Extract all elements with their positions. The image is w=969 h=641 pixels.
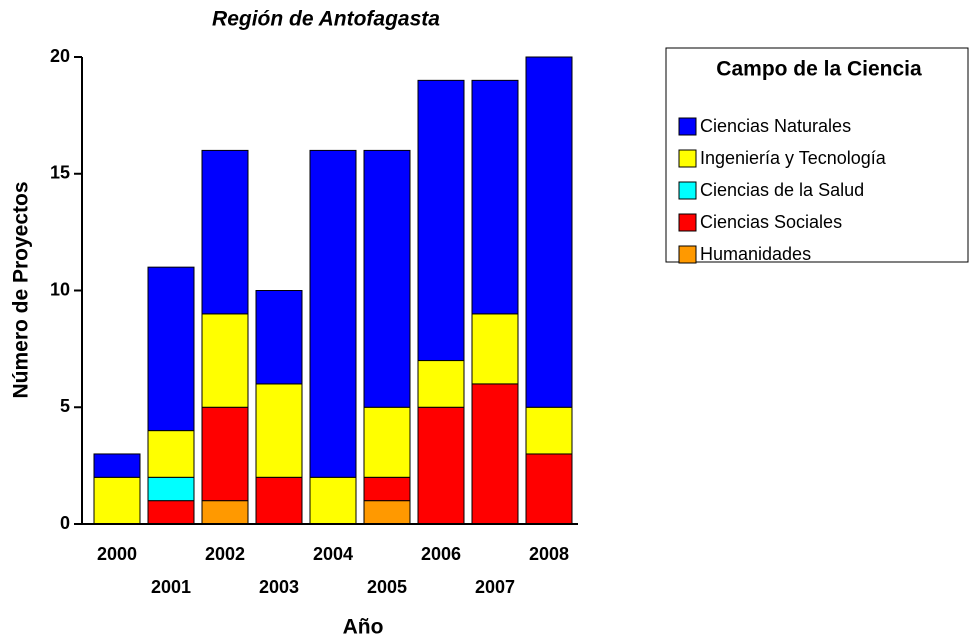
bar-segment (363, 149, 411, 408)
bar-segment (201, 313, 249, 408)
bar-segment (201, 406, 249, 502)
legend-label: Ingeniería y Tecnología (700, 148, 887, 168)
bar-segment (93, 476, 141, 525)
legend-swatch (678, 181, 697, 200)
x-tick-label: 2000 (97, 544, 137, 564)
bar-segment (417, 79, 465, 362)
y-tick-label: 10 (50, 279, 70, 299)
bar-segment (255, 383, 303, 478)
legend-swatch (678, 213, 697, 232)
x-axis-label: Año (343, 616, 384, 639)
chart-title: Región de Antofagasta (212, 8, 440, 31)
bar-segment (417, 360, 465, 408)
y-tick-label: 15 (50, 163, 70, 183)
bar-segment (309, 476, 357, 525)
y-axis-label: Número de Proyectos (10, 181, 33, 398)
legend-box (665, 47, 969, 263)
bar-segment (201, 149, 249, 315)
bar-segment (471, 79, 519, 315)
bar-segment (147, 476, 195, 502)
bar-segment (147, 266, 195, 432)
y-tick-label: 0 (60, 513, 70, 533)
legend-label: Ciencias Naturales (700, 116, 851, 136)
legend-label: Ciencias Sociales (700, 212, 842, 232)
x-tick-label: 2002 (205, 544, 245, 564)
legend-title: Campo de la Ciencia (716, 58, 922, 81)
bar-segment (147, 500, 195, 525)
legend-swatch (678, 245, 697, 264)
bar-segment (309, 149, 357, 478)
x-tick-label: 2004 (313, 544, 353, 564)
bar-segment (417, 406, 465, 525)
bar-segment (363, 500, 411, 525)
bar-segment (471, 313, 519, 385)
x-tick-label: 2003 (259, 577, 299, 597)
bar-segment (363, 406, 411, 478)
legend-swatch (678, 117, 697, 136)
x-tick-label: 2008 (529, 544, 569, 564)
bar-segment (255, 290, 303, 385)
bar-segment (525, 453, 573, 525)
bar-segment (363, 476, 411, 502)
bar-segment (201, 500, 249, 525)
y-tick-label: 5 (60, 396, 70, 416)
bar-segment (147, 430, 195, 478)
x-tick-label: 2006 (421, 544, 461, 564)
x-tick-label: 2001 (151, 577, 191, 597)
bar-segment (525, 406, 573, 455)
bar-segment (93, 453, 141, 478)
bar-segment (525, 56, 573, 408)
legend-label: Ciencias de la Salud (700, 180, 864, 200)
x-tick-label: 2005 (367, 577, 407, 597)
x-tick-label: 2007 (475, 577, 515, 597)
legend-label: Humanidades (700, 244, 811, 264)
y-tick-label: 20 (50, 46, 70, 66)
legend-swatch (678, 149, 697, 168)
bar-segment (255, 476, 303, 525)
bar-segment (471, 383, 519, 525)
